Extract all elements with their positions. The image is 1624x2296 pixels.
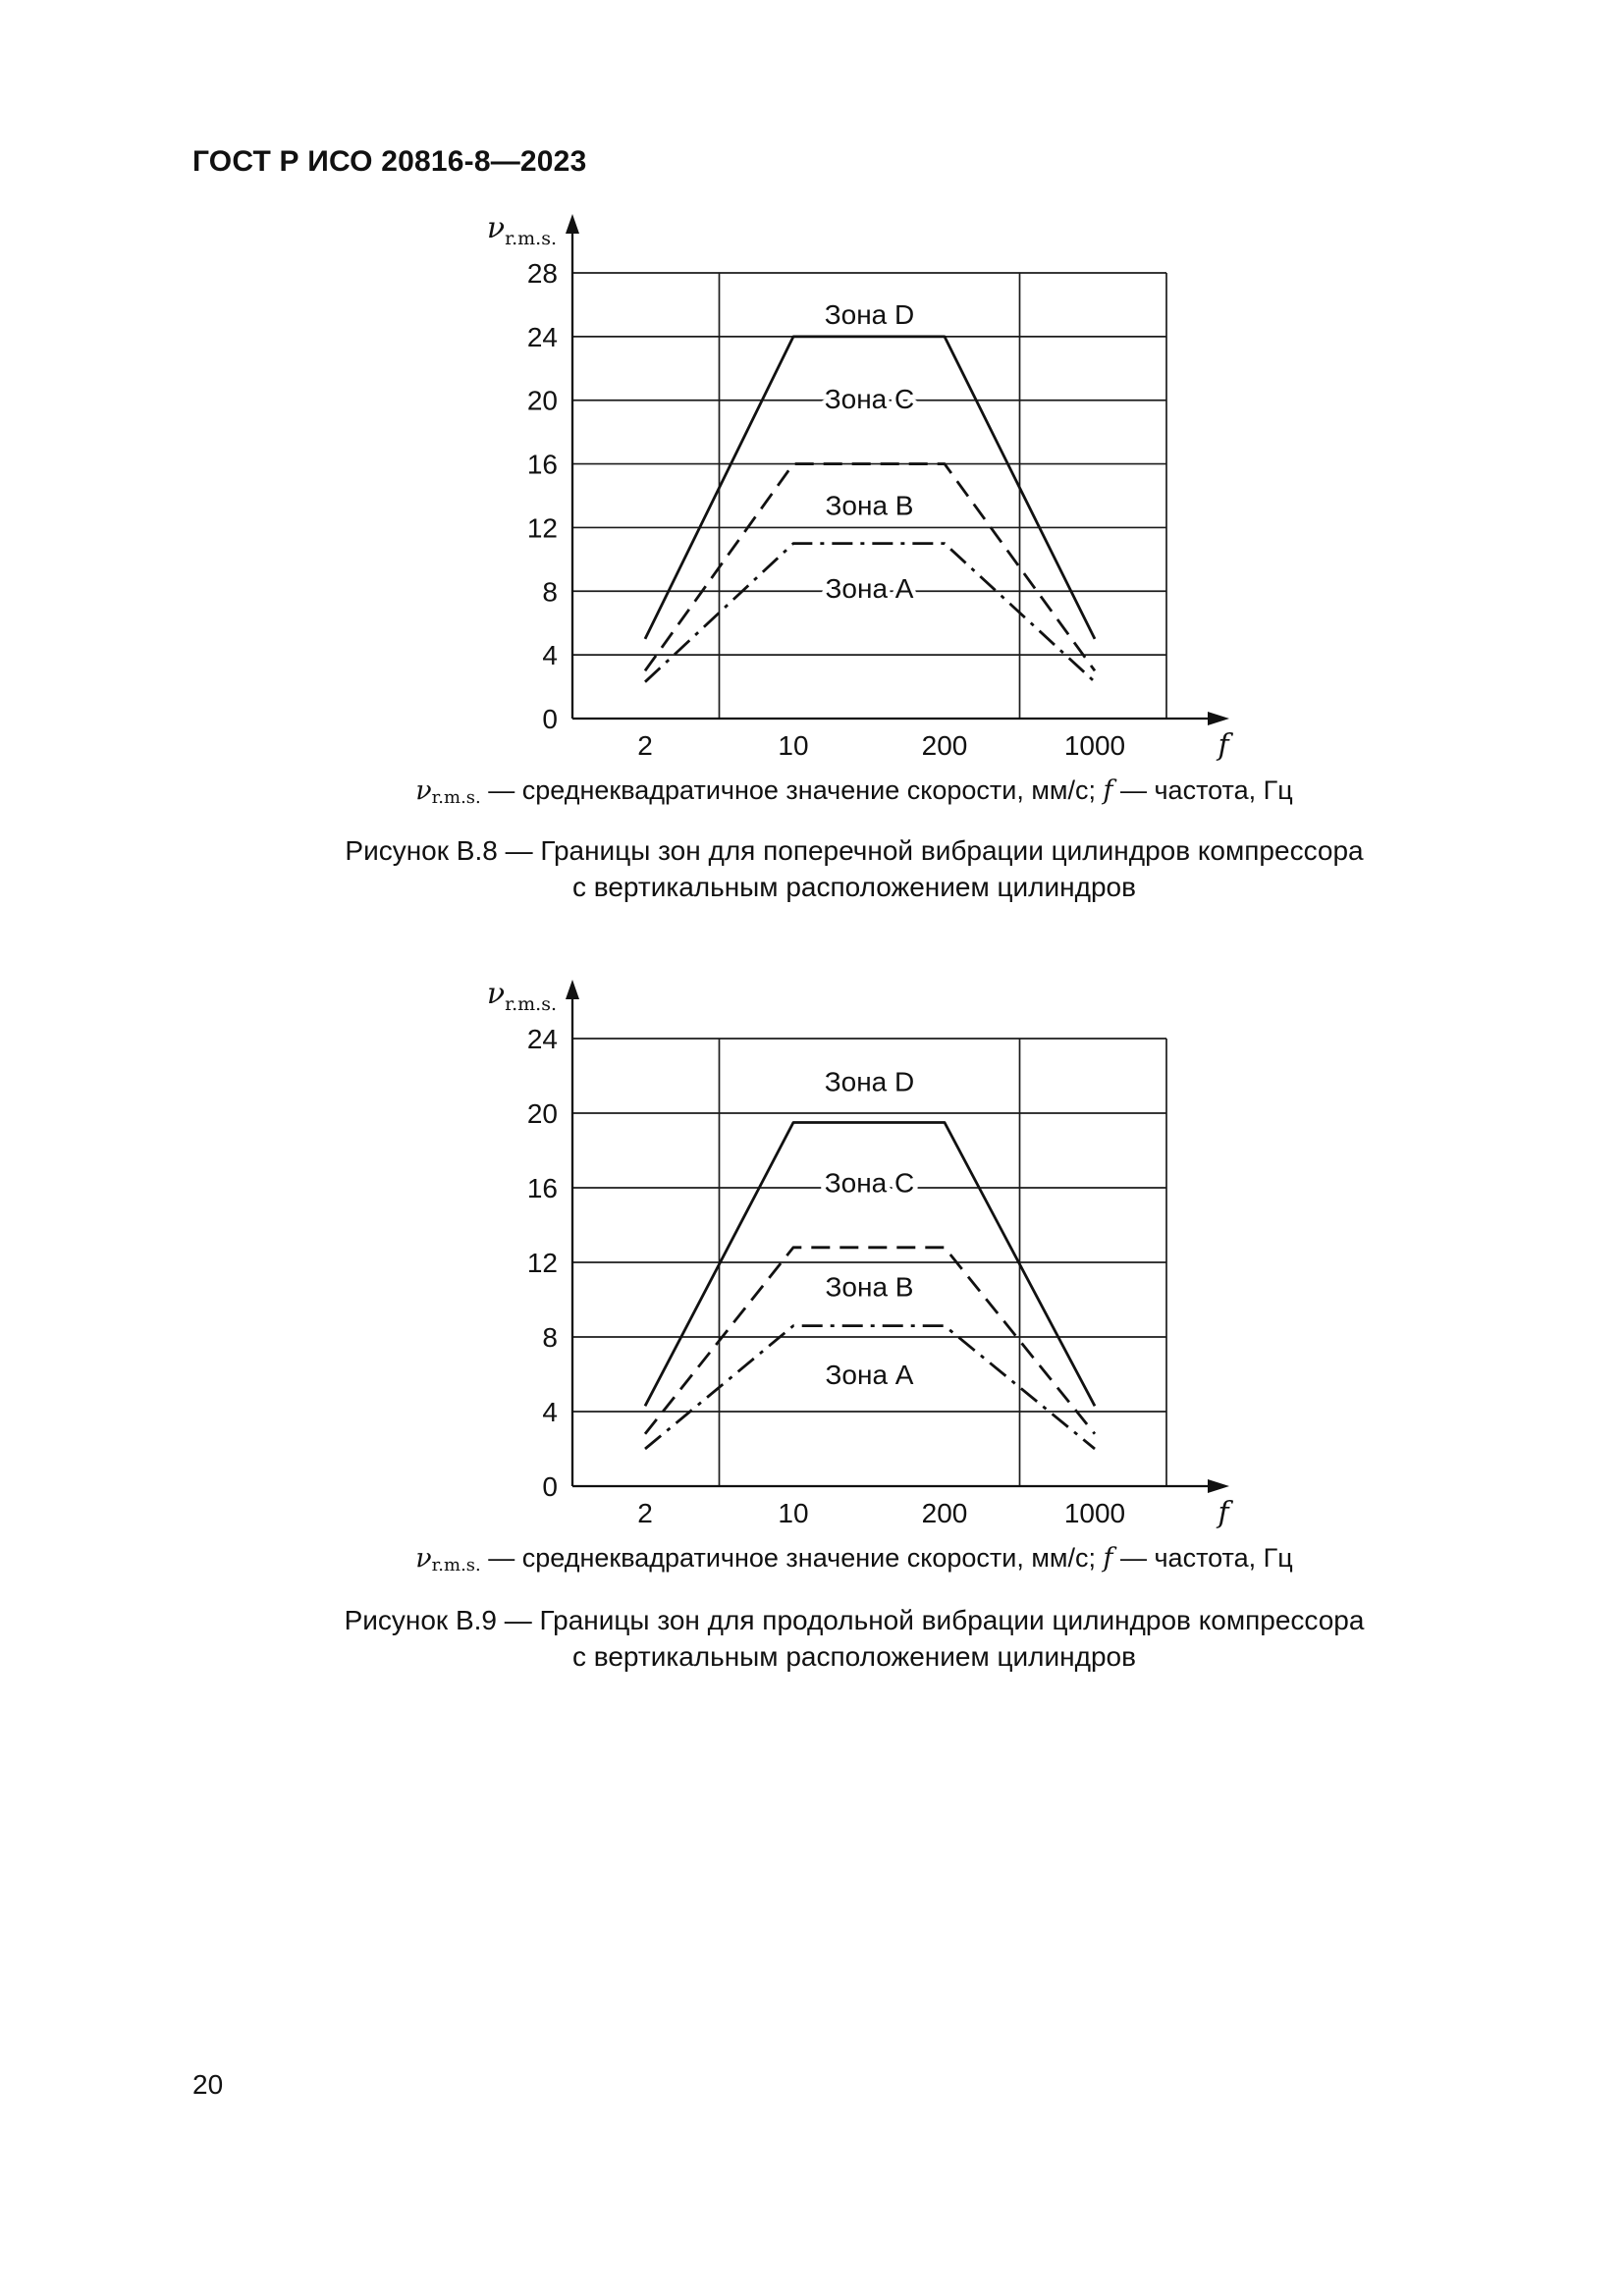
y-axis-symbol: νr.m.s. bbox=[487, 211, 557, 249]
y-tick-label: 24 bbox=[527, 322, 558, 352]
x-tick-label: 200 bbox=[922, 1498, 968, 1528]
page-number: 20 bbox=[192, 2069, 224, 2100]
y-tick-label: 8 bbox=[542, 1322, 558, 1353]
y-axis-symbol: νr.m.s. bbox=[487, 977, 557, 1015]
x-axis-arrow bbox=[1208, 1479, 1229, 1493]
zone-label: Зона A bbox=[826, 573, 914, 604]
y-tick-label: 16 bbox=[527, 450, 558, 480]
y-tick-label: 20 bbox=[527, 1098, 558, 1129]
figure-b9-caption-line2: с вертикальным расположением цилиндров bbox=[572, 1641, 1136, 1672]
x-tick-label: 2 bbox=[637, 1498, 653, 1528]
series-line-solid bbox=[643, 1121, 1097, 1407]
zone-label: Зона C bbox=[825, 384, 915, 414]
legend-v-symbol: ν bbox=[415, 1543, 432, 1574]
series-line-dashdot bbox=[644, 542, 1096, 683]
zone-label: Зона D bbox=[825, 299, 915, 330]
zone-label: Зона C bbox=[825, 1167, 915, 1198]
figure-b9-chart: 2 10 200 1000 0 4 8 12 16 20 24 νr.m.s. f Зона A Зона … bbox=[487, 977, 1234, 1530]
y-axis-arrow bbox=[566, 980, 579, 999]
figure-b9-caption: Рисунок В.9 — Границы зон для продольной… bbox=[196, 1602, 1512, 1675]
y-tick-label: 24 bbox=[527, 1024, 558, 1054]
y-tick-label: 12 bbox=[527, 1248, 558, 1278]
y-tick-label: 4 bbox=[542, 1397, 558, 1427]
legend-v-subscript: r.m.s. bbox=[431, 1555, 481, 1575]
x-axis-symbol: f bbox=[1216, 1496, 1233, 1530]
legend-v-symbol: ν bbox=[415, 775, 432, 806]
figure-b9-axis-legend: νr.m.s. — среднеквадратичное значение ск… bbox=[196, 1543, 1512, 1575]
legend-text-velocity: — среднеквадратичное значение скорости, … bbox=[480, 1543, 1104, 1573]
y-tick-label: 28 bbox=[527, 258, 558, 289]
x-tick-label: 1000 bbox=[1064, 730, 1125, 761]
series-line-dashed bbox=[643, 462, 1097, 672]
legend-text-velocity: — среднеквадратичное значение скорости, … bbox=[480, 775, 1104, 805]
figure-b8-caption-line1: Рисунок В.8 — Границы зон для поперечной… bbox=[345, 835, 1364, 866]
legend-text-frequency: — частота, Гц bbox=[1112, 775, 1293, 805]
zone-label: Зона B bbox=[826, 1272, 914, 1303]
x-tick-label: 10 bbox=[778, 730, 808, 761]
y-tick-label: 8 bbox=[542, 576, 558, 607]
y-tick-label: 0 bbox=[542, 704, 558, 734]
series-line-dashed bbox=[643, 1246, 1097, 1435]
x-tick-label: 2 bbox=[637, 730, 653, 761]
x-tick-label: 200 bbox=[922, 730, 968, 761]
zone-label: Зона A bbox=[826, 1360, 914, 1390]
legend-f-symbol: f bbox=[1103, 1543, 1113, 1574]
y-tick-label: 16 bbox=[527, 1173, 558, 1203]
x-axis-arrow bbox=[1208, 712, 1229, 725]
figure-b8-axis-legend: νr.m.s. — среднеквадратичное значение ск… bbox=[196, 775, 1512, 808]
y-tick-label: 4 bbox=[542, 640, 558, 670]
figure-b8-chart: 2 10 200 1000 0 4 8 12 16 20 24 28 νr.m.s. f Зона A Зон… bbox=[487, 211, 1234, 763]
figure-b9-caption-line1: Рисунок В.9 — Границы зон для продольной… bbox=[344, 1605, 1365, 1635]
zone-label: Зона D bbox=[825, 1067, 915, 1097]
series-line-dashdot bbox=[644, 1324, 1096, 1451]
series-line-solid bbox=[643, 335, 1097, 640]
document-header: ГОСТ Р ИСО 20816-8—2023 bbox=[192, 145, 587, 178]
zone-label: Зона B bbox=[826, 491, 914, 521]
legend-v-subscript: r.m.s. bbox=[431, 787, 481, 808]
x-tick-label: 10 bbox=[778, 1498, 808, 1528]
y-axis-arrow bbox=[566, 214, 579, 234]
legend-f-symbol: f bbox=[1103, 775, 1113, 806]
legend-text-frequency: — частота, Гц bbox=[1112, 1543, 1293, 1573]
figure-b8-caption: Рисунок В.8 — Границы зон для поперечной… bbox=[196, 832, 1512, 905]
x-tick-label: 1000 bbox=[1064, 1498, 1125, 1528]
y-tick-label: 12 bbox=[527, 512, 558, 543]
x-axis-symbol: f bbox=[1216, 728, 1233, 763]
figure-b8-caption-line2: с вертикальным расположением цилиндров bbox=[572, 872, 1136, 902]
y-tick-label: 20 bbox=[527, 386, 558, 416]
y-tick-label: 0 bbox=[542, 1471, 558, 1502]
